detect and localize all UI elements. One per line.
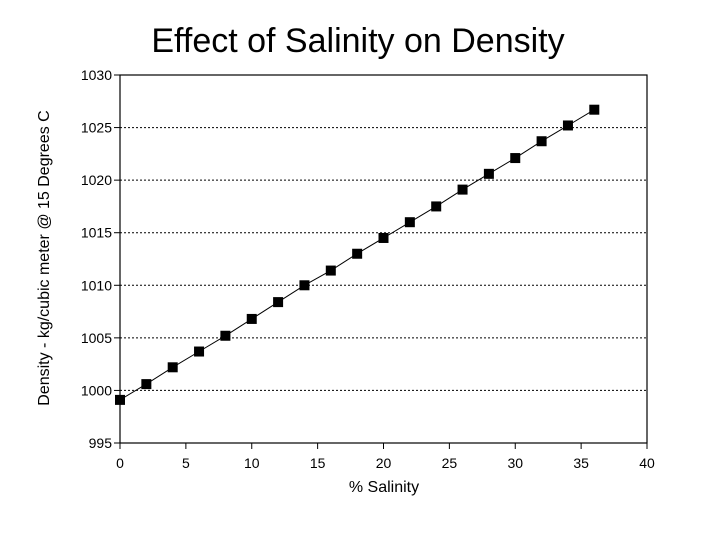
x-tick-label-0: 0 [116, 455, 124, 471]
x-tick-label-6: 30 [507, 455, 523, 471]
x-tick-label-7: 35 [573, 455, 589, 471]
y-tick-labels: 995 1000 1005 1010 1015 1020 1025 1030 [81, 67, 112, 451]
data-point-13 [457, 184, 468, 195]
y-tick-label-7: 1030 [81, 67, 112, 83]
y-tick-label-6: 1025 [81, 120, 112, 136]
data-point-10 [378, 232, 389, 243]
y-tick-label-1: 1000 [81, 382, 112, 398]
data-point-1 [141, 379, 152, 390]
x-tick-label-1: 5 [182, 455, 190, 471]
data-point-6 [273, 297, 284, 308]
x-tick-labels: 0 5 10 15 20 25 30 35 40 [116, 455, 655, 471]
data-point-14 [483, 168, 494, 179]
data-point-5 [246, 313, 257, 324]
data-point-9 [352, 248, 363, 259]
x-tick-label-8: 40 [639, 455, 655, 471]
data-point-18 [589, 104, 600, 115]
data-point-16 [536, 136, 547, 147]
y-tick-label-3: 1010 [81, 277, 112, 293]
data-point-12 [431, 201, 442, 212]
chart-title: Effect of Salinity on Density [151, 22, 564, 60]
data-point-11 [404, 217, 415, 228]
axes [114, 74, 648, 449]
data-points [115, 104, 600, 405]
data-point-2 [167, 362, 178, 373]
x-axis-label: % Salinity [349, 479, 419, 496]
data-point-3 [194, 346, 205, 357]
y-tick-label-5: 1020 [81, 172, 112, 188]
data-point-7 [299, 280, 310, 291]
x-tick-label-2: 10 [244, 455, 260, 471]
x-tick-label-5: 25 [442, 455, 458, 471]
y-tick-label-4: 1015 [81, 225, 112, 241]
data-point-4 [220, 330, 231, 341]
x-tick-label-4: 20 [376, 455, 392, 471]
data-point-17 [562, 120, 573, 131]
x-tick-label-3: 15 [310, 455, 326, 471]
y-tick-label-0: 995 [89, 435, 113, 451]
y-tick-label-2: 1005 [81, 330, 112, 346]
data-point-8 [325, 265, 336, 276]
data-point-15 [510, 153, 521, 164]
y-axis-label: Density - kg/cubic meter @ 15 Degrees C [36, 110, 53, 405]
